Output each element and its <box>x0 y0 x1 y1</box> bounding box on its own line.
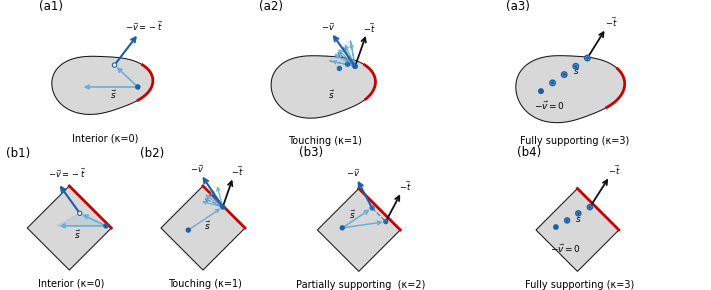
Circle shape <box>539 89 543 94</box>
Text: Fully supporting (κ=3): Fully supporting (κ=3) <box>525 280 634 290</box>
Text: Interior (κ=0): Interior (κ=0) <box>38 279 105 289</box>
Circle shape <box>574 65 577 68</box>
Circle shape <box>338 67 341 69</box>
Circle shape <box>566 219 568 222</box>
Polygon shape <box>515 56 625 123</box>
Text: $-\vec{v}=0$: $-\vec{v}=0$ <box>534 99 565 112</box>
Text: $\vec{s}$: $\vec{s}$ <box>74 229 81 241</box>
Text: (a1): (a1) <box>39 0 63 13</box>
Circle shape <box>77 211 82 215</box>
Circle shape <box>586 57 589 59</box>
Text: $-\vec{t}$: $-\vec{t}$ <box>363 21 376 35</box>
Circle shape <box>550 80 555 86</box>
Circle shape <box>337 66 341 70</box>
Circle shape <box>112 63 117 67</box>
Polygon shape <box>52 56 153 115</box>
Text: (a2): (a2) <box>259 0 283 13</box>
Circle shape <box>385 221 387 223</box>
Text: $-\vec{v}=-\vec{t}$: $-\vec{v}=-\vec{t}$ <box>125 19 164 33</box>
Text: $-\vec{v}$: $-\vec{v}$ <box>321 21 335 33</box>
Polygon shape <box>161 186 245 270</box>
Polygon shape <box>536 188 619 271</box>
Circle shape <box>353 64 357 68</box>
Text: Fully supporting (κ=3): Fully supporting (κ=3) <box>520 136 629 146</box>
Circle shape <box>384 220 387 224</box>
Circle shape <box>353 64 357 68</box>
Circle shape <box>551 81 554 84</box>
Text: $\vec{s}$: $\vec{s}$ <box>328 89 335 101</box>
Text: (a3): (a3) <box>506 0 530 13</box>
Circle shape <box>371 207 373 209</box>
Text: $-\vec{v}=0$: $-\vec{v}=0$ <box>550 242 581 255</box>
Circle shape <box>589 206 591 208</box>
Circle shape <box>562 72 567 77</box>
Text: $-\vec{v}=-\vec{t}$: $-\vec{v}=-\vec{t}$ <box>48 166 86 180</box>
Text: (b3): (b3) <box>299 146 323 159</box>
Text: $-\vec{t}$: $-\vec{t}$ <box>605 15 617 29</box>
Circle shape <box>346 62 350 66</box>
Circle shape <box>584 55 590 61</box>
Polygon shape <box>57 213 106 226</box>
Circle shape <box>104 224 108 228</box>
Circle shape <box>573 64 579 69</box>
Circle shape <box>554 225 558 229</box>
Circle shape <box>347 63 348 65</box>
Text: Partially supporting  (κ=2): Partially supporting (κ=2) <box>296 280 426 290</box>
Circle shape <box>340 226 344 230</box>
Text: $\vec{s}$: $\vec{s}$ <box>574 213 582 225</box>
Text: $\vec{s}$: $\vec{s}$ <box>572 65 579 77</box>
Text: Touching (κ=1): Touching (κ=1) <box>289 136 362 146</box>
Text: (b4): (b4) <box>518 146 542 159</box>
Polygon shape <box>271 56 375 118</box>
Text: Interior (κ=0): Interior (κ=0) <box>72 133 138 144</box>
Circle shape <box>370 206 374 210</box>
Circle shape <box>565 218 570 223</box>
Text: (b2): (b2) <box>140 147 164 160</box>
Polygon shape <box>328 40 355 66</box>
Polygon shape <box>317 188 400 271</box>
Text: Touching (κ=1): Touching (κ=1) <box>169 279 242 289</box>
Circle shape <box>577 212 579 215</box>
Text: $-\vec{t}$: $-\vec{t}$ <box>231 164 244 178</box>
Circle shape <box>136 85 140 89</box>
Text: $\vec{s}$: $\vec{s}$ <box>204 220 211 232</box>
Text: $-\vec{v}$: $-\vec{v}$ <box>191 163 205 175</box>
Text: $\vec{s}$: $\vec{s}$ <box>348 209 356 221</box>
Text: (b1): (b1) <box>6 147 31 160</box>
Text: $-\vec{t}$: $-\vec{t}$ <box>400 180 412 193</box>
Text: $\vec{s}$: $\vec{s}$ <box>110 89 117 101</box>
Circle shape <box>186 228 191 232</box>
Circle shape <box>563 73 565 76</box>
Text: $-\vec{v}$: $-\vec{v}$ <box>346 167 360 179</box>
Polygon shape <box>27 186 112 270</box>
Circle shape <box>587 205 592 210</box>
Circle shape <box>354 65 356 67</box>
Circle shape <box>220 205 225 209</box>
Circle shape <box>576 211 581 216</box>
Text: $-\vec{t}$: $-\vec{t}$ <box>609 163 621 177</box>
